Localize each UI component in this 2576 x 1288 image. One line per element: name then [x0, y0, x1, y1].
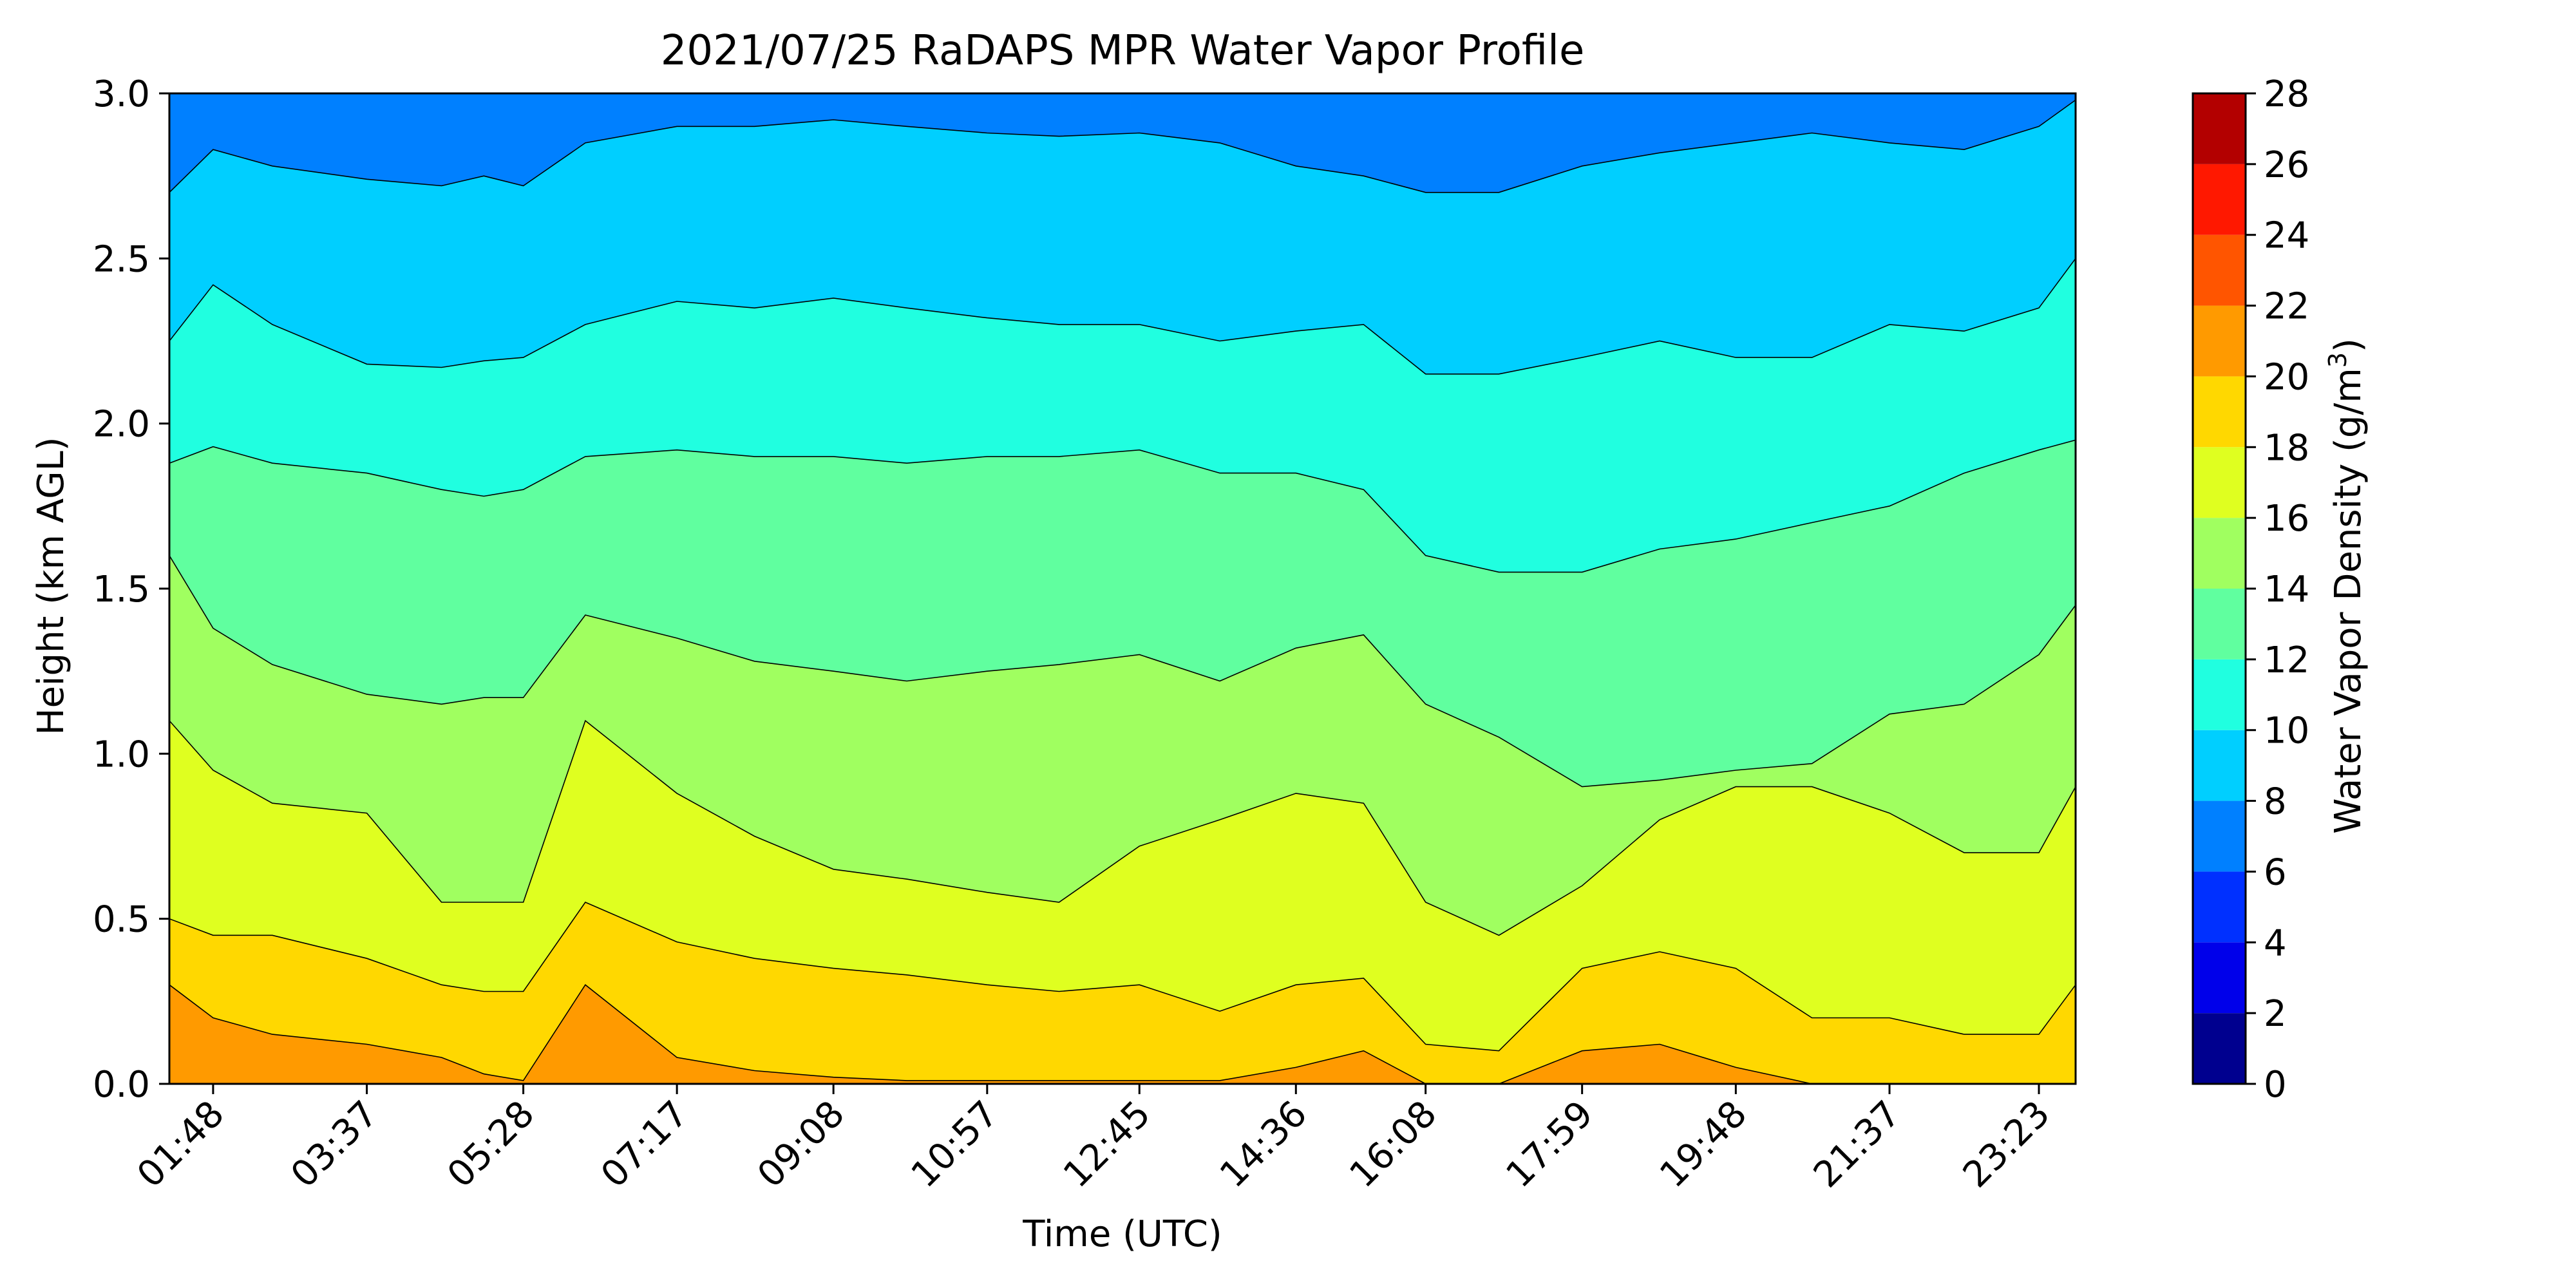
- x-tick-label: 19:48: [1652, 1093, 1755, 1196]
- colorbar-tick-label: 4: [2264, 922, 2287, 964]
- colorbar-segment: [2193, 1013, 2246, 1084]
- colorbar-label: Water Vapor Density (g/m3): [2324, 338, 2369, 834]
- colorbar-tick-label: 6: [2264, 851, 2287, 893]
- colorbar-tick-label: 12: [2264, 639, 2309, 681]
- colorbar-segment: [2193, 942, 2246, 1014]
- y-tick-label: 3.0: [93, 73, 150, 115]
- colorbar-tick-label: 20: [2264, 356, 2309, 398]
- x-tick-label: 23:23: [1955, 1093, 2058, 1196]
- y-tick-label: 1.5: [93, 569, 150, 611]
- colorbar-segment: [2193, 234, 2246, 306]
- colorbar-label-superscript: 3: [2324, 352, 2352, 368]
- chart-title: 2021/07/25 RaDAPS MPR Water Vapor Profil…: [661, 27, 1585, 75]
- contour-line-12-14: [169, 439, 2076, 573]
- colorbar-segment: [2193, 589, 2246, 659]
- x-tick-label: 05:28: [439, 1093, 542, 1196]
- contour-line-16-18: [169, 719, 2076, 936]
- x-tick-label: 17:59: [1498, 1093, 1601, 1196]
- y-axis: 0.0 0.5 1.0 1.5 2.0 2.5 3.0: [93, 73, 169, 1106]
- colorbar-tick-label: 18: [2264, 427, 2309, 469]
- colorbar-segment: [2193, 305, 2246, 377]
- x-tick-label: 14:36: [1212, 1093, 1315, 1196]
- colorbar-segment: [2193, 518, 2246, 589]
- colorbar-label-end: ): [2327, 338, 2369, 352]
- colorbar-segment: [2193, 93, 2246, 164]
- contour-line-18-20: [169, 902, 2076, 1052]
- colorbar-tick-label: 22: [2264, 286, 2309, 328]
- colorbar-tick-label: 16: [2264, 498, 2309, 540]
- colorbar-tick-label: 0: [2264, 1064, 2287, 1106]
- colorbar-segment: [2193, 730, 2246, 801]
- x-tick-label: 09:08: [750, 1093, 853, 1196]
- contour-line-8-10: [169, 99, 2076, 193]
- x-tick-label: 03:37: [283, 1093, 386, 1196]
- contour-band-20-22: [169, 985, 2076, 1084]
- x-tick-label: 16:08: [1341, 1093, 1444, 1196]
- colorbar-tick-label: 2: [2264, 993, 2287, 1035]
- colorbar-tick-label: 8: [2264, 781, 2287, 823]
- colorbar-segment: [2193, 164, 2246, 235]
- colorbar-segment: [2193, 376, 2246, 448]
- colorbar-tick-label: 24: [2264, 215, 2309, 257]
- y-tick-label: 0.0: [93, 1064, 150, 1106]
- colorbar-segment: [2193, 800, 2246, 872]
- y-axis-label: Height (km AGL): [30, 437, 72, 735]
- x-tick-label: 21:37: [1806, 1093, 1909, 1196]
- colorbar-tick-label: 14: [2264, 569, 2309, 611]
- colorbar-segment: [2193, 659, 2246, 730]
- x-tick-label: 10:57: [904, 1093, 1007, 1196]
- contour-line-20-22: [169, 984, 2076, 1084]
- colorbar-tick-label: 10: [2264, 710, 2309, 752]
- colorbar-label-main: Water Vapor Density (g/m: [2327, 368, 2369, 834]
- contour-plot-area: [168, 92, 2077, 1085]
- contour-line-14-16: [169, 555, 2076, 788]
- x-tick-label: 01:48: [129, 1093, 232, 1196]
- y-tick-label: 1.0: [93, 734, 150, 775]
- y-tick-label: 2.5: [93, 238, 150, 280]
- colorbar-tick-label: 28: [2264, 73, 2309, 115]
- colorbar-segment: [2193, 871, 2246, 943]
- contour-line-10-12: [169, 258, 2076, 375]
- x-axis: 01:48 03:37 05:28 07:17 09:08 10:57 12:45 14:36…: [129, 1084, 2058, 1196]
- y-tick-label: 2.0: [93, 404, 150, 446]
- colorbar-segment: [2193, 447, 2246, 518]
- colorbar-tick-label: 26: [2264, 144, 2309, 186]
- x-axis-label: Time (UTC): [1022, 1213, 1222, 1255]
- y-tick-label: 0.5: [93, 899, 150, 941]
- x-tick-label: 12:45: [1056, 1093, 1159, 1196]
- x-tick-label: 07:17: [593, 1093, 696, 1196]
